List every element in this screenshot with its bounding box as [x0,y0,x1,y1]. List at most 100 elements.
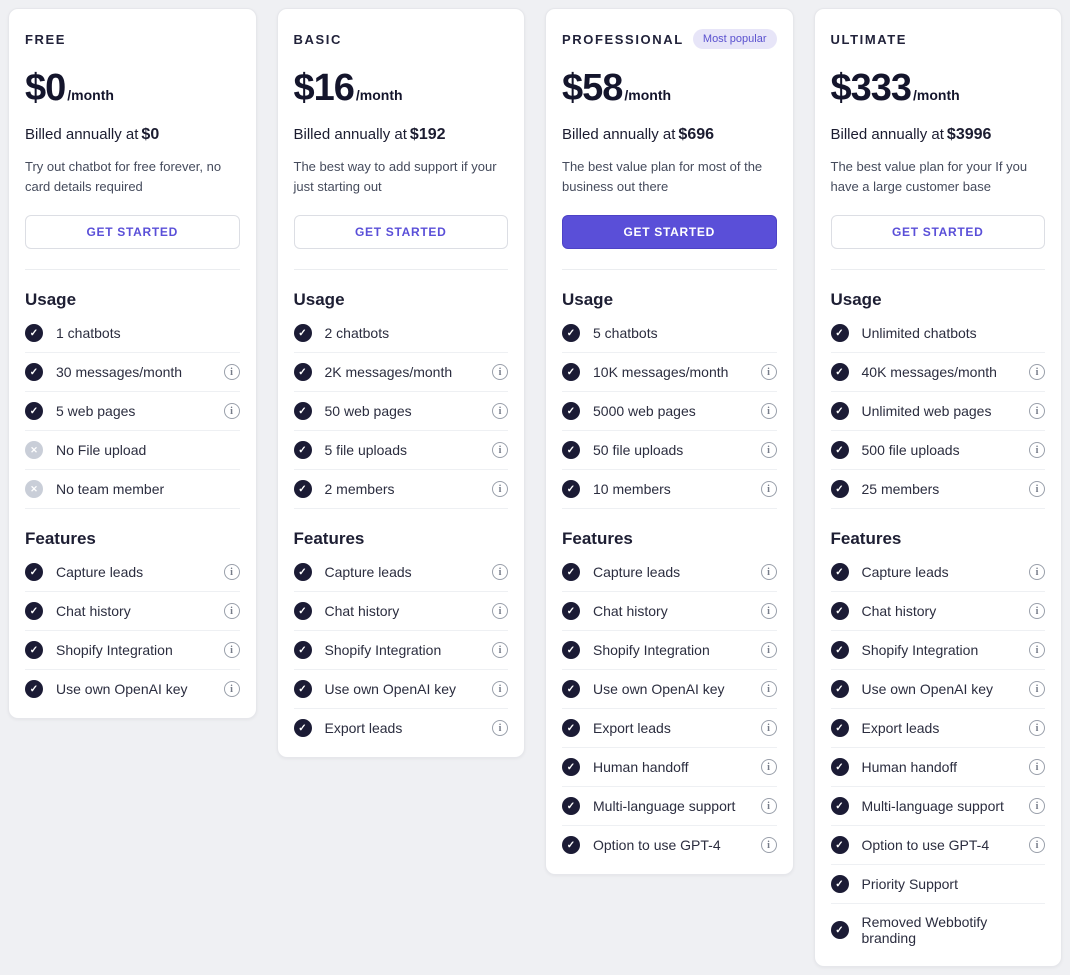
info-icon[interactable]: i [760,442,777,459]
info-icon[interactable]: i [1029,364,1045,381]
plan-period: /month [624,87,672,103]
info-icon[interactable]: i [223,564,240,581]
info-icon[interactable]: i [492,364,508,381]
info-icon[interactable]: i [223,603,240,620]
info-icon[interactable]: i [760,481,777,498]
feature-row: ✓ Option to use GPT-4 i [562,826,777,860]
info-icon[interactable]: i [760,564,777,581]
usage-heading: Usage [830,290,882,310]
info-icon[interactable]: i [760,364,777,381]
info-icon[interactable]: i [760,720,777,737]
info-icon[interactable]: i [1029,642,1045,659]
info-icon[interactable]: i [760,798,777,815]
info-icon[interactable]: i [492,720,508,737]
check-circle-icon: ✓ [562,441,580,460]
info-icon[interactable]: i [223,681,240,698]
check-circle-icon: ✓ [293,441,312,460]
feature-label: Capture leads [324,564,412,581]
check-circle-icon: ✓ [830,441,849,460]
plan-name: FREE [25,31,67,47]
get-started-button[interactable]: GET STARTED [25,215,240,250]
feature-row: ✓ Unlimited web pages i [830,392,1045,432]
cross-circle-icon: ✕ [25,441,43,460]
usage-list: ✓ Unlimited chatbots ✓ 40K messages/mont… [830,314,1045,510]
info-icon[interactable]: i [760,642,777,659]
usage-list: ✓ 1 chatbots ✓ 30 messages/month i ✓ 5 w… [25,314,240,510]
feature-label: Option to use GPT-4 [861,837,990,854]
check-circle-icon: ✓ [293,602,312,621]
info-icon[interactable]: i [1029,564,1045,581]
feature-label: Chat history [324,603,400,620]
check-circle-icon: ✓ [562,363,580,382]
feature-row: ✓ Shopify Integration i [562,631,777,671]
info-icon[interactable]: i [760,759,777,776]
get-started-button[interactable]: GET STARTED [562,215,777,250]
feature-label: 5 chatbots [593,325,658,342]
get-started-button[interactable]: GET STARTED [830,215,1045,250]
check-circle-icon: ✓ [25,402,43,421]
info-icon[interactable]: i [1029,798,1045,815]
feature-label: Chat history [861,603,937,620]
plan-name: BASIC [293,31,342,47]
feature-label: Human handoff [861,759,957,776]
info-icon[interactable]: i [1029,681,1045,698]
info-icon[interactable]: i [492,442,508,459]
check-circle-icon: ✓ [293,480,312,499]
feature-row: ✓ Chat history i [830,592,1045,632]
check-circle-icon: ✓ [830,602,849,621]
feature-label: 500 file uploads [861,442,960,459]
feature-row: ✓ Priority Support [830,865,1045,905]
info-icon[interactable]: i [1029,603,1045,620]
info-icon[interactable]: i [760,403,777,420]
plan-header: FREE [25,29,240,49]
info-icon[interactable]: i [492,481,508,498]
feature-label: 25 members [861,481,940,498]
check-circle-icon: ✓ [562,758,580,777]
check-circle-icon: ✓ [830,363,849,382]
info-icon[interactable]: i [760,681,777,698]
plan-period: /month [355,87,403,103]
info-icon[interactable]: i [1029,403,1045,420]
plan-description: The best way to add support if your just… [293,159,497,195]
feature-label: Shopify Integration [56,642,173,659]
feature-label: Capture leads [593,564,681,581]
info-icon[interactable]: i [223,642,240,659]
info-icon[interactable]: i [760,603,777,620]
header-divider [293,269,508,271]
info-icon[interactable]: i [760,837,777,854]
info-icon[interactable]: i [492,603,508,620]
info-icon[interactable]: i [1029,481,1045,498]
info-icon[interactable]: i [492,564,508,581]
info-icon[interactable]: i [1029,759,1045,776]
feature-label: 10K messages/month [593,364,729,381]
feature-label: Shopify Integration [324,642,442,659]
info-icon[interactable]: i [223,364,240,381]
feature-row: ✓ 500 file uploads i [830,431,1045,471]
plan-price: $58 [562,67,623,109]
feature-label: Export leads [593,720,671,737]
check-circle-icon: ✓ [562,719,580,738]
feature-row: ✓ Use own OpenAI key i [562,670,777,710]
feature-label: 50 web pages [324,403,412,420]
info-icon[interactable]: i [1029,720,1045,737]
info-icon[interactable]: i [492,681,508,698]
info-icon[interactable]: i [492,403,508,420]
plan-description: The best value plan for most of the busi… [562,159,763,195]
info-icon[interactable]: i [1029,442,1045,459]
plan-period: /month [67,87,114,103]
info-icon[interactable]: i [1029,837,1045,854]
feature-row: ✓ Capture leads i [293,553,508,593]
info-icon[interactable]: i [492,642,508,659]
feature-label: Export leads [861,720,940,737]
check-circle-icon: ✓ [562,641,580,660]
feature-label: 5 file uploads [324,442,408,459]
feature-row: ✓ Capture leads i [562,553,777,593]
plan-card-ultimate: ULTIMATE $333 /month Billed annually at $… [813,8,1062,968]
cross-circle-icon: ✕ [25,480,43,499]
feature-row: ✓ Option to use GPT-4 i [830,826,1045,866]
feature-row: ✓ Shopify Integration i [25,631,240,671]
info-icon[interactable]: i [223,403,240,420]
plan-card-professional: PROFESSIONAL Most popular $58 /month Bil… [545,8,794,876]
get-started-button[interactable]: GET STARTED [293,215,508,250]
check-circle-icon: ✓ [293,402,312,421]
